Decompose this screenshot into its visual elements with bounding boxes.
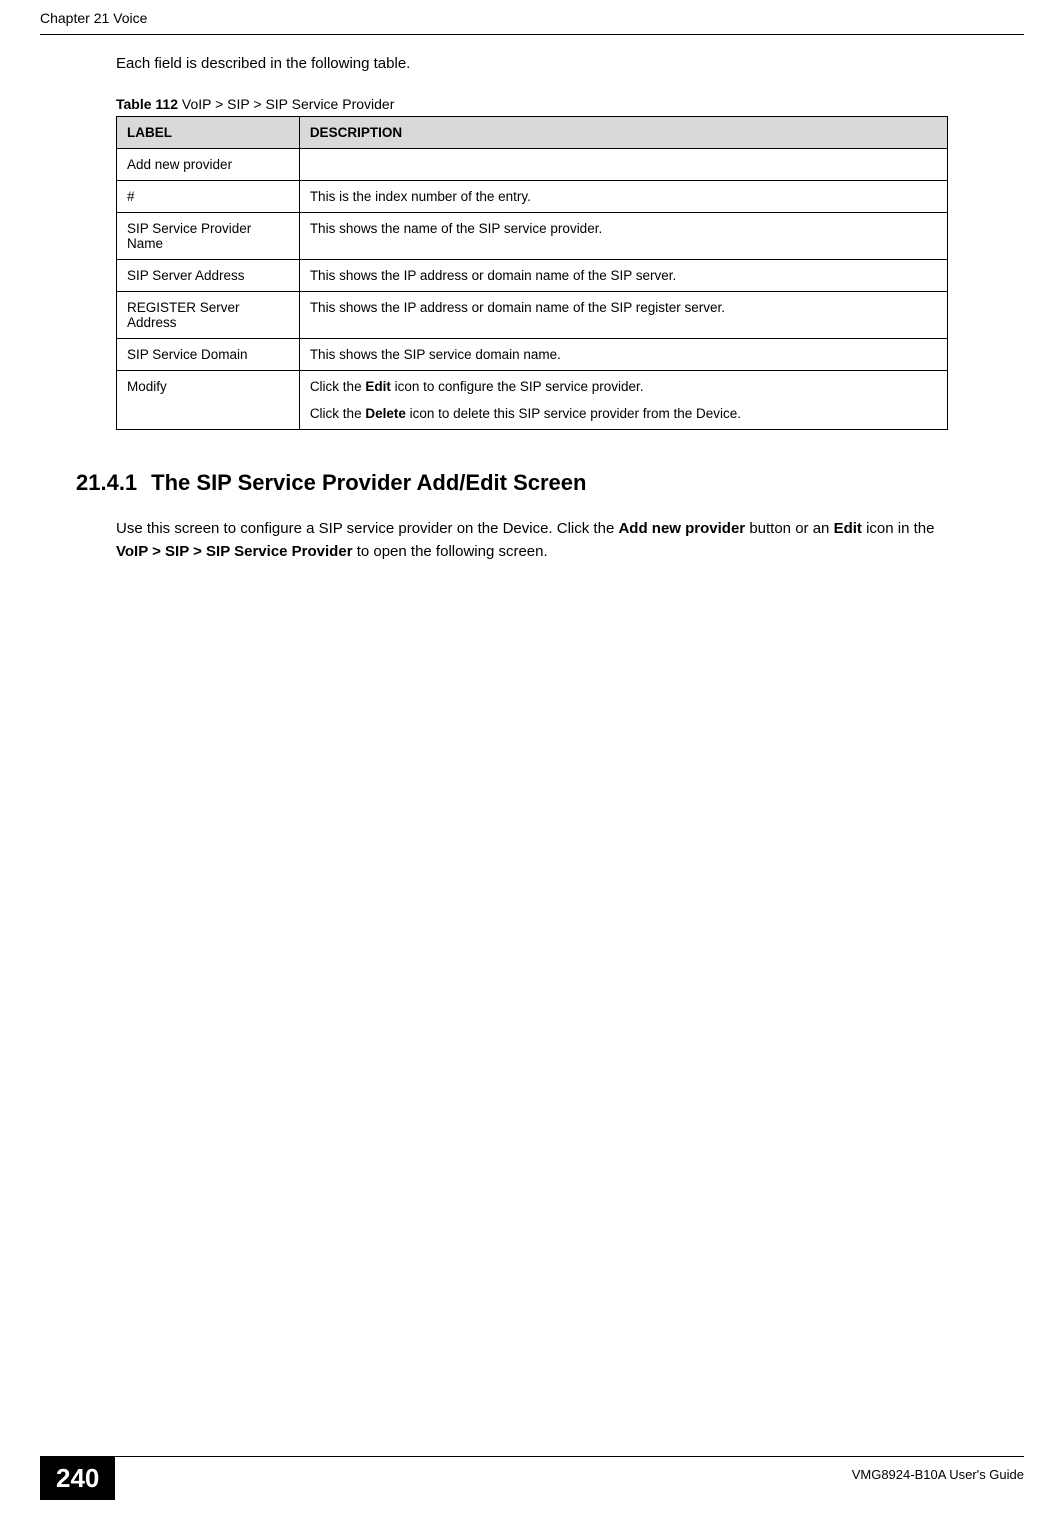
page-body: Each field is described in the following… bbox=[0, 55, 1064, 563]
table-row: REGISTER Server Address This shows the I… bbox=[117, 292, 948, 339]
table-cell-desc: This shows the name of the SIP service p… bbox=[299, 213, 947, 260]
table-cell-desc bbox=[299, 149, 947, 181]
guide-title: VMG8924-B10A User's Guide bbox=[852, 1465, 1024, 1482]
table-cell-desc: This shows the IP address or domain name… bbox=[299, 260, 947, 292]
table-cell-desc: This is the index number of the entry. bbox=[299, 181, 947, 213]
section-number: 21.4.1 bbox=[76, 470, 137, 496]
table-header-row: LABEL DESCRIPTION bbox=[117, 117, 948, 149]
table-row: SIP Service Domain This shows the SIP se… bbox=[117, 339, 948, 371]
table-row: Add new provider bbox=[117, 149, 948, 181]
modify-desc-line2: Click the Delete icon to delete this SIP… bbox=[310, 406, 937, 421]
table-cell-label: Add new provider bbox=[117, 149, 300, 181]
table-header-desc: DESCRIPTION bbox=[299, 117, 947, 149]
table-cell-label: Modify bbox=[117, 371, 300, 430]
table-row: Modify Click the Edit icon to configure … bbox=[117, 371, 948, 430]
page-number: 240 bbox=[40, 1457, 115, 1500]
table-cell-label: REGISTER Server Address bbox=[117, 292, 300, 339]
page-header: Chapter 21 Voice bbox=[40, 0, 1024, 35]
table-cell-label: # bbox=[117, 181, 300, 213]
table-cell-label: SIP Service Domain bbox=[117, 339, 300, 371]
table-number: Table 112 bbox=[116, 96, 178, 112]
table-caption-text: VoIP > SIP > SIP Service Provider bbox=[178, 96, 394, 112]
table-caption: Table 112 VoIP > SIP > SIP Service Provi… bbox=[116, 96, 948, 112]
table-cell-label: SIP Server Address bbox=[117, 260, 300, 292]
field-description-table: LABEL DESCRIPTION Add new provider # Thi… bbox=[116, 116, 948, 430]
section-title: The SIP Service Provider Add/Edit Screen bbox=[151, 470, 586, 495]
table-cell-desc: This shows the SIP service domain name. bbox=[299, 339, 947, 371]
page-footer: 240 VMG8924-B10A User's Guide bbox=[40, 1456, 1024, 1500]
table-cell-desc: Click the Edit icon to configure the SIP… bbox=[299, 371, 947, 430]
table-cell-label: SIP Service Provider Name bbox=[117, 213, 300, 260]
table-row: SIP Service Provider Name This shows the… bbox=[117, 213, 948, 260]
table-header-label: LABEL bbox=[117, 117, 300, 149]
section-heading: 21.4.1 The SIP Service Provider Add/Edit … bbox=[76, 470, 948, 496]
table-row: # This is the index number of the entry. bbox=[117, 181, 948, 213]
chapter-title: Chapter 21 Voice bbox=[40, 10, 147, 26]
intro-paragraph: Each field is described in the following… bbox=[116, 55, 948, 72]
section-body: Use this screen to configure a SIP servi… bbox=[116, 518, 948, 563]
modify-desc-line1: Click the Edit icon to configure the SIP… bbox=[310, 379, 937, 394]
table-row: SIP Server Address This shows the IP add… bbox=[117, 260, 948, 292]
table-cell-desc: This shows the IP address or domain name… bbox=[299, 292, 947, 339]
